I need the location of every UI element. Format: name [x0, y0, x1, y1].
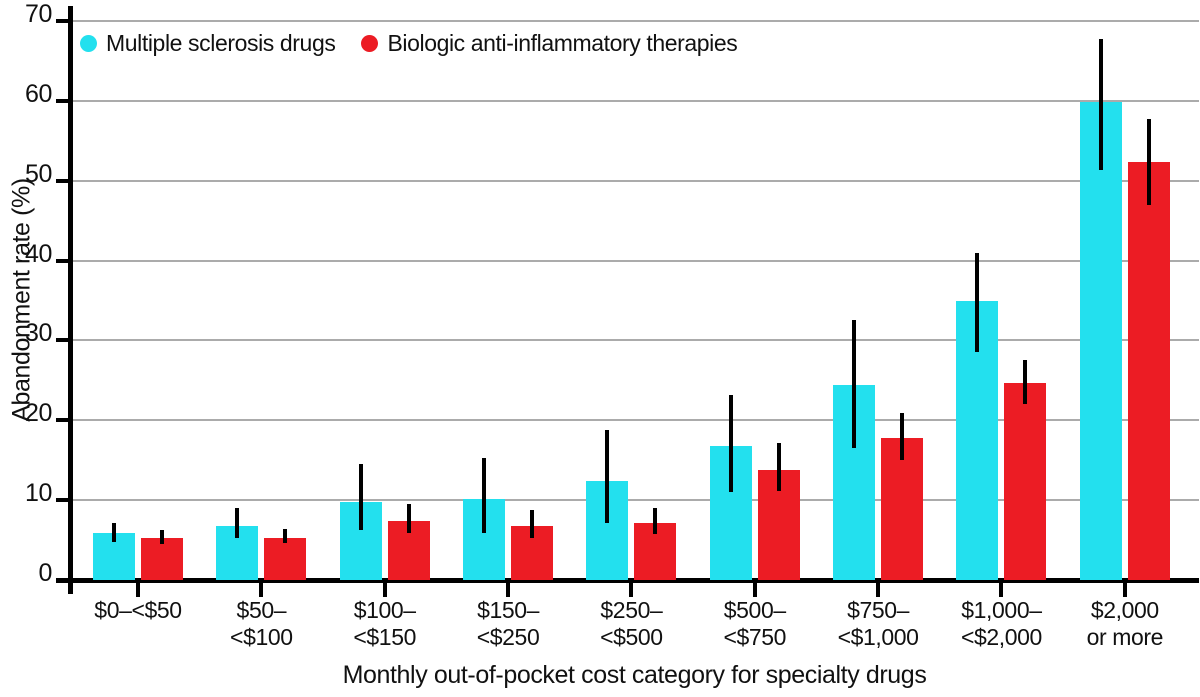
y-tick-label: 70 — [24, 0, 52, 28]
x-tick — [1122, 580, 1127, 597]
y-tick-label: 0 — [38, 559, 52, 587]
legend: Multiple sclerosis drugs Biologic anti-i… — [80, 30, 738, 57]
error-bar — [653, 508, 658, 534]
category-label: $250– <$500 — [600, 597, 663, 650]
error-bar — [283, 528, 288, 544]
error-bar — [728, 394, 733, 493]
category-label: $150– <$250 — [476, 597, 540, 650]
x-tick — [506, 580, 511, 597]
legend-item-biologic: Biologic anti-inflammatory therapies — [361, 30, 738, 57]
category-label: $100– <$150 — [353, 597, 416, 650]
bar-biologic — [1004, 382, 1047, 580]
y-tick — [56, 338, 70, 343]
bar-biologic — [881, 437, 924, 580]
category-label: $1,000– <$2,000 — [960, 597, 1042, 650]
gridline — [70, 259, 1199, 262]
error-bar — [235, 508, 240, 539]
y-tick-label: 10 — [24, 479, 52, 508]
error-bar — [852, 320, 857, 449]
category-label: $750– <$1,000 — [837, 597, 919, 650]
gridline — [70, 339, 1199, 342]
error-bar — [530, 509, 535, 539]
category-label: $2,000 or more — [1086, 597, 1164, 650]
category-label: $50– <$100 — [230, 597, 293, 650]
bar-multiple-sclerosis — [1079, 102, 1122, 580]
x-axis-title: Monthly out-of-pocket cost category for … — [342, 661, 927, 689]
y-tick-label: 20 — [24, 399, 52, 428]
y-tick — [56, 418, 70, 423]
error-bar — [482, 457, 487, 533]
legend-item-multiple-sclerosis: Multiple sclerosis drugs — [80, 30, 336, 57]
error-bar — [358, 464, 363, 531]
gridline — [70, 20, 1199, 22]
error-bar — [975, 252, 980, 352]
gridline — [70, 179, 1199, 182]
legend-label-multiple-sclerosis: Multiple sclerosis drugs — [106, 30, 336, 56]
gridline — [70, 99, 1199, 102]
gridline — [70, 499, 1199, 502]
error-bar — [900, 413, 905, 461]
bar-biologic — [264, 537, 307, 580]
x-tick — [136, 580, 140, 597]
legend-label-biologic: Biologic anti-inflammatory therapies — [387, 30, 738, 56]
bar-biologic — [1127, 161, 1170, 580]
error-bar — [406, 504, 411, 533]
x-tick — [999, 580, 1004, 597]
y-tick — [56, 498, 70, 503]
y-axis-title: Abandonment rate (%) — [7, 178, 36, 422]
x-tick — [629, 580, 634, 597]
legend-marker-red-icon — [361, 35, 379, 52]
error-bar — [776, 442, 781, 491]
gridline — [70, 419, 1199, 422]
y-axis-line — [68, 6, 73, 594]
bar-biologic — [141, 538, 183, 580]
y-tick-label: 40 — [24, 239, 52, 268]
error-bar — [1146, 119, 1151, 205]
error-bar — [160, 530, 164, 545]
error-bar — [605, 429, 610, 524]
error-bar — [1023, 359, 1028, 404]
y-tick — [56, 178, 70, 183]
y-tick-label: 50 — [24, 159, 52, 188]
y-tick — [56, 258, 70, 263]
y-tick — [56, 19, 70, 23]
x-tick — [752, 580, 757, 597]
x-tick — [259, 580, 264, 597]
category-label: $500– <$750 — [723, 597, 787, 650]
y-tick — [56, 98, 70, 103]
legend-marker-cyan-icon — [80, 35, 97, 52]
error-bar — [1098, 38, 1103, 171]
x-tick — [876, 580, 881, 597]
y-tick-label: 30 — [24, 319, 52, 348]
x-tick — [382, 580, 387, 597]
category-label: $0–<$50 — [94, 597, 182, 623]
error-bar — [112, 522, 116, 542]
y-tick-label: 60 — [24, 79, 52, 108]
x-axis-line — [56, 578, 1199, 583]
